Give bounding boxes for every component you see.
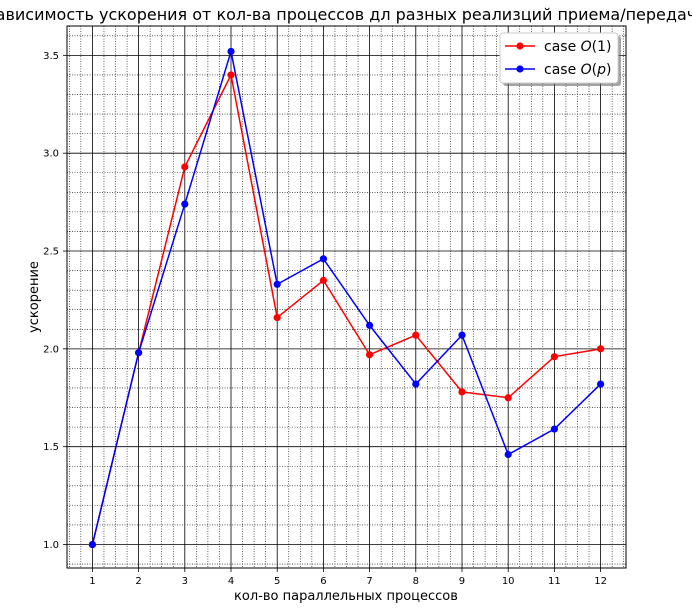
data-point — [596, 380, 605, 388]
legend-marker — [516, 65, 524, 73]
y-tick-label: 3.5 — [43, 51, 59, 62]
x-tick-label: 1 — [89, 576, 95, 587]
y-tick-label: 3.0 — [43, 149, 59, 160]
legend-label-math: ( — [592, 62, 597, 78]
data-point — [412, 380, 420, 388]
data-point — [319, 255, 328, 263]
y-axis-label: ускорение — [27, 261, 42, 333]
legend-label: case O(p) — [544, 62, 612, 78]
series-2 — [88, 47, 605, 549]
data-point — [458, 331, 466, 339]
data-point — [365, 321, 374, 329]
y-tick-label: 2.5 — [43, 247, 59, 258]
data-point — [365, 351, 374, 359]
data-point — [181, 200, 189, 208]
legend-item: case O(p) — [505, 62, 612, 78]
y-tick-label: 1.5 — [43, 442, 59, 453]
legend: case O(1)case O(p) — [499, 32, 621, 86]
legend-item: case O(1) — [505, 39, 612, 55]
series-lines — [88, 47, 605, 549]
y-tick-label: 2.0 — [43, 344, 59, 355]
x-tick-label: 5 — [274, 576, 280, 587]
data-point — [319, 276, 328, 284]
legend-label-math: O — [581, 62, 592, 78]
data-point — [135, 349, 143, 357]
series-line — [91, 72, 601, 545]
legend-label-math: p — [596, 62, 606, 78]
x-tick-label: 8 — [413, 576, 419, 587]
legend-marker — [516, 42, 524, 50]
data-point — [181, 163, 189, 171]
data-point — [550, 353, 558, 361]
x-axis-label: кол-во параллельных процессов — [234, 589, 458, 604]
data-point — [88, 540, 97, 549]
data-point — [273, 280, 281, 288]
plot-frame — [66, 25, 627, 569]
x-tick-label: 7 — [366, 576, 372, 587]
x-tick-label: 6 — [320, 576, 326, 587]
data-point — [227, 71, 235, 79]
data-point — [504, 394, 512, 402]
chart-title: Зависимость ускорения от кол-ва процессо… — [0, 5, 692, 24]
legend-label-math: O — [581, 39, 592, 55]
x-tick-label: 11 — [548, 576, 561, 587]
series-line — [91, 51, 602, 545]
series-1 — [88, 71, 605, 549]
legend-label-math: (1) — [592, 39, 612, 55]
x-tick-label: 12 — [594, 576, 607, 587]
x-tick-label: 2 — [135, 576, 141, 587]
legend-label-math: ) — [606, 62, 611, 78]
axis-ticks: 1.01.52.02.53.03.51 2 3 4 5 6 7 8 9 10 11 12 — [43, 51, 607, 587]
data-point — [227, 47, 235, 56]
grid — [67, 26, 626, 568]
legend-label: case O(1) — [544, 39, 612, 55]
data-point — [458, 388, 466, 396]
data-point — [504, 450, 512, 459]
data-point — [596, 345, 605, 353]
legend-label-prefix: case — [544, 62, 581, 78]
x-tick-label: 10 — [502, 576, 515, 587]
x-tick-label: 9 — [459, 576, 465, 587]
data-point — [550, 425, 558, 433]
data-point — [412, 331, 420, 339]
data-point — [273, 313, 281, 322]
legend-label-prefix: case — [544, 39, 581, 55]
x-tick-label: 3 — [182, 576, 188, 587]
y-tick-label: 1.0 — [43, 540, 59, 551]
x-tick-label: 4 — [228, 576, 234, 587]
